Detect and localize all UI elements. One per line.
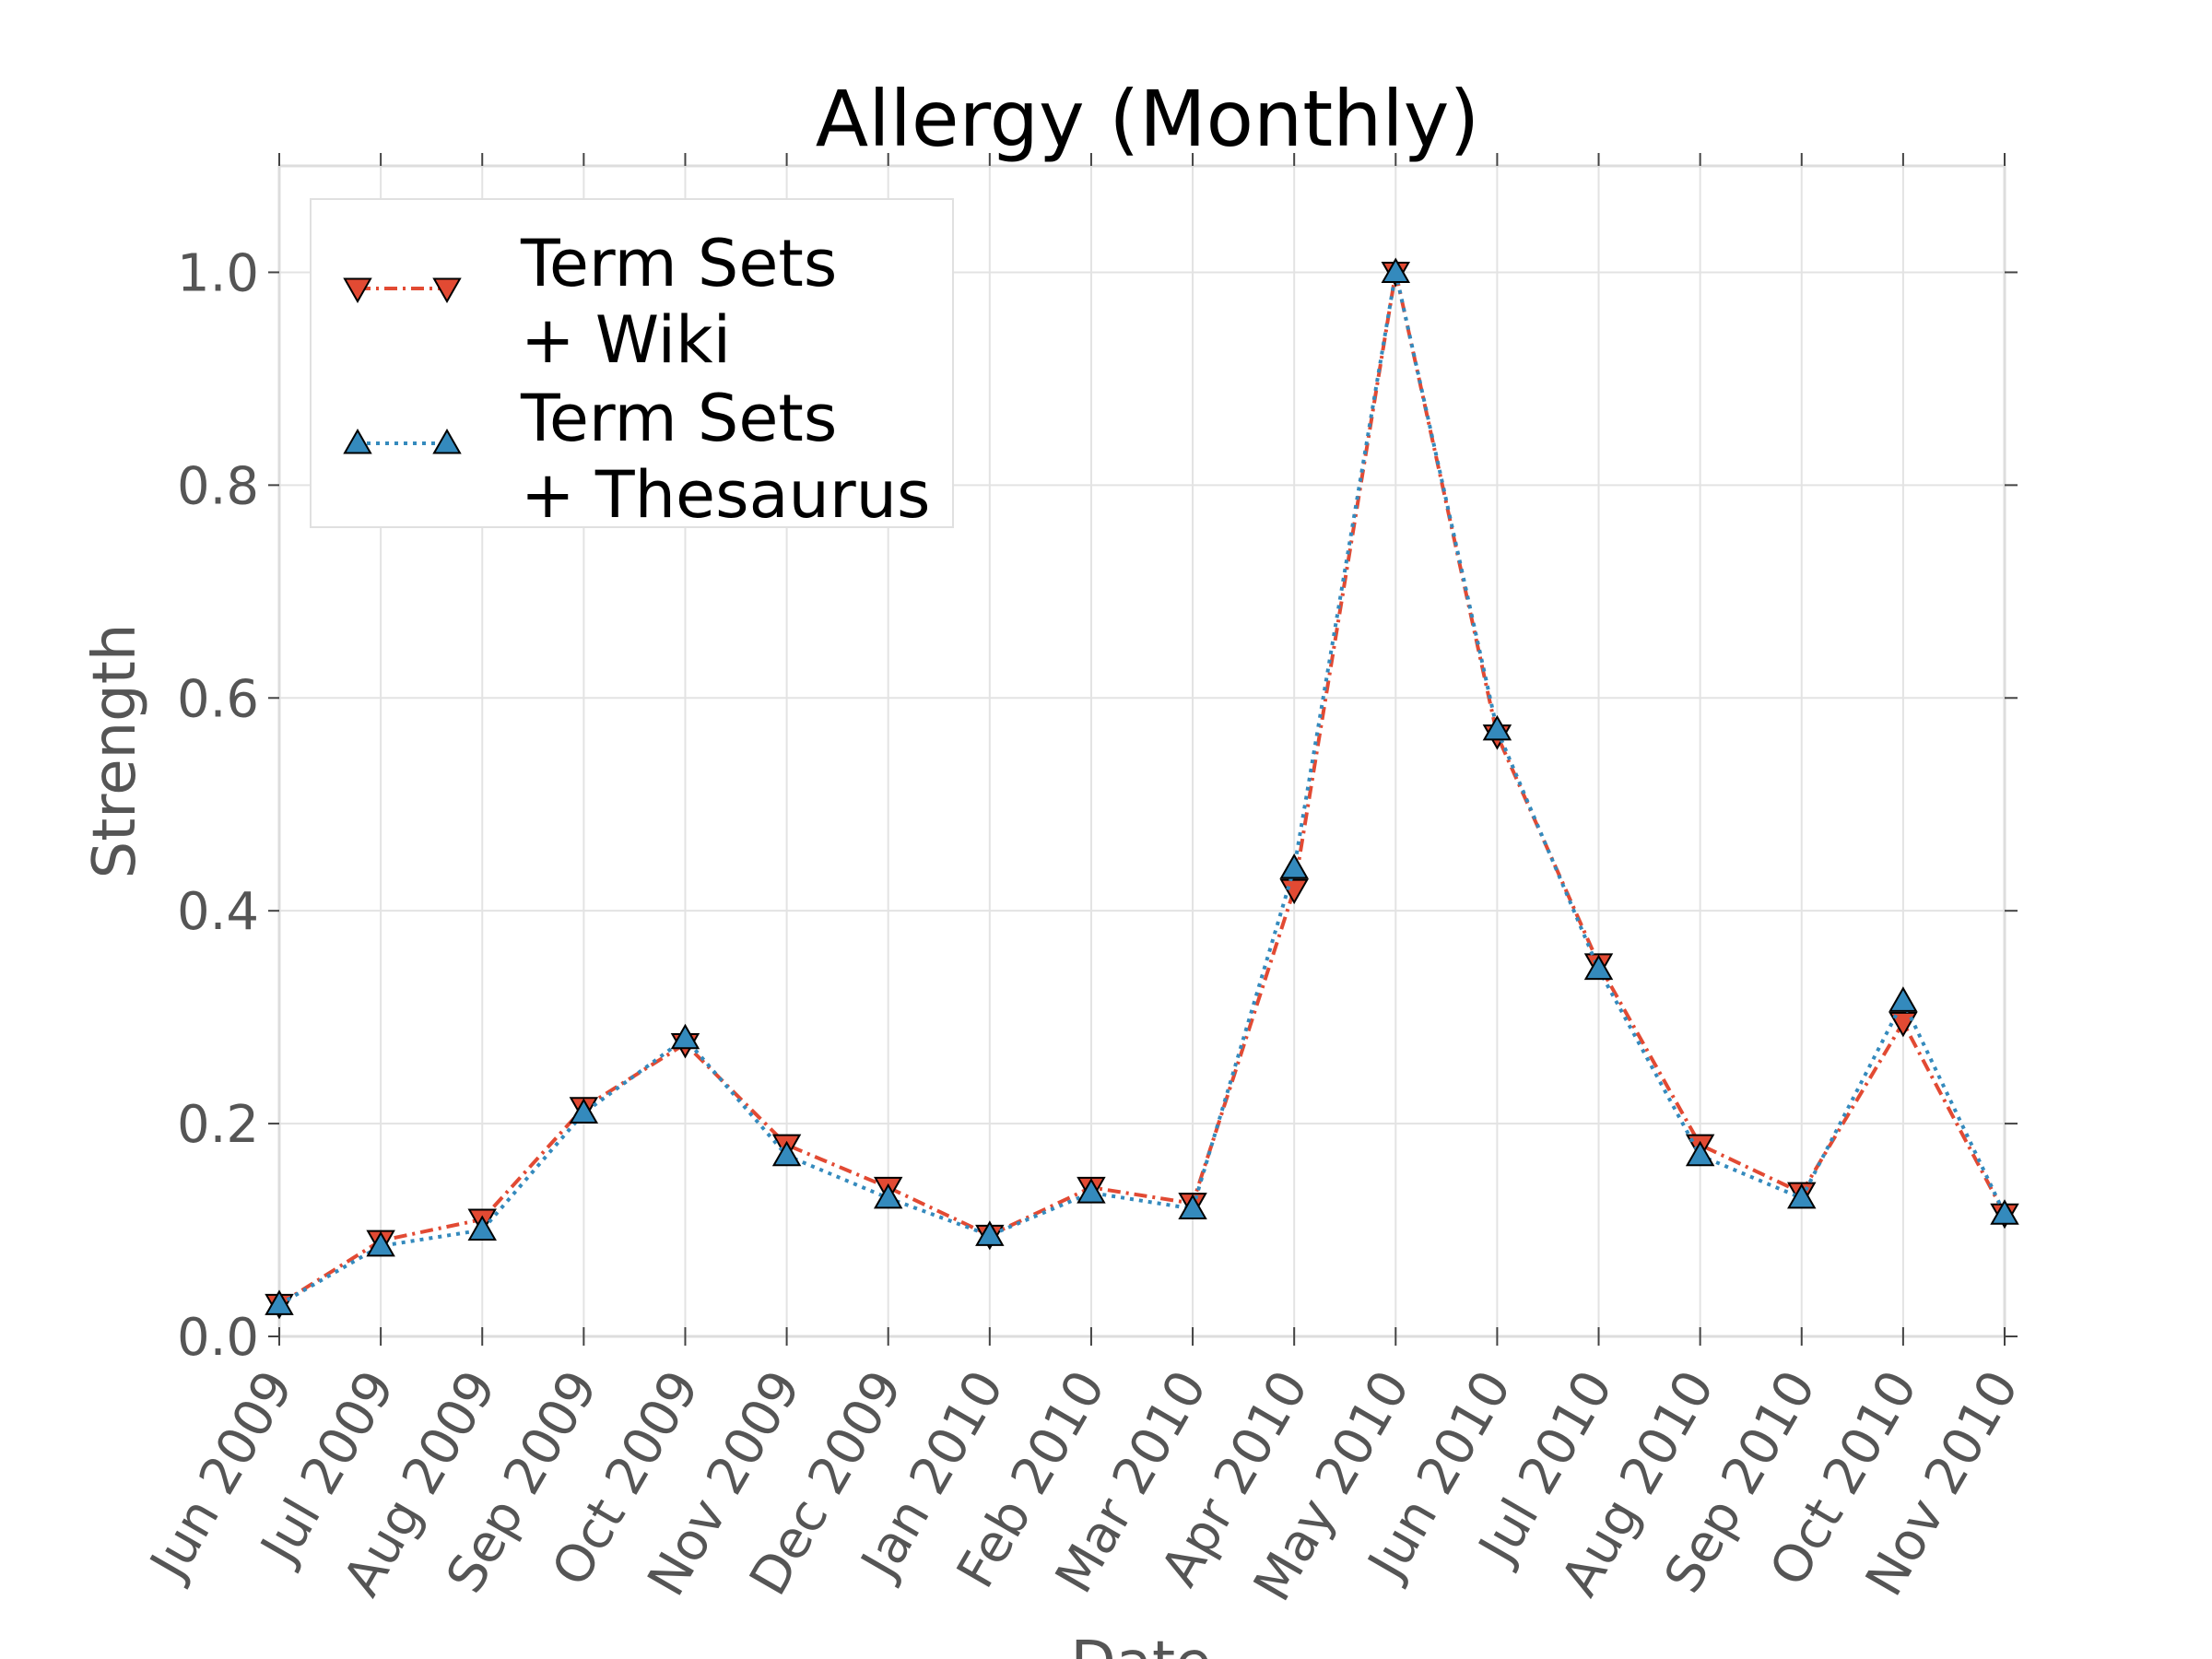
series-1-point	[1279, 878, 1309, 905]
y-axis-label: Strength	[81, 624, 149, 879]
chart-title: Allergy (Monthly)	[816, 74, 1479, 164]
series-2-point	[873, 1182, 903, 1209]
legend-marker-2	[343, 428, 372, 454]
series-2-point	[771, 1140, 802, 1167]
y-tick-label: 0.0	[177, 1308, 259, 1368]
plot-frame	[277, 164, 2006, 1338]
series-2-line	[278, 272, 2006, 1307]
legend-marker-1	[343, 277, 372, 304]
legend-marker-1	[432, 277, 462, 304]
series-2-point	[1990, 1199, 2019, 1225]
series-2-point	[366, 1230, 395, 1257]
y-tick-label: 0.6	[177, 669, 259, 729]
x-axis-label: Date	[1071, 1630, 1212, 1659]
series-2-point	[670, 1023, 700, 1050]
y-tick-label: 1.0	[177, 243, 259, 303]
series-1-line	[277, 272, 2006, 1307]
series-2-point	[1888, 986, 1918, 1012]
series-2-point	[1685, 1140, 1715, 1167]
y-tick-label: 0.4	[177, 882, 259, 942]
legend-label-1: + Wiki	[521, 302, 731, 378]
y-tick-label: 0.8	[177, 456, 259, 516]
series-2-point	[1178, 1194, 1207, 1219]
series-2-point	[1482, 714, 1512, 741]
y-tick-label: 0.2	[177, 1095, 259, 1155]
legend-marker-2	[432, 428, 462, 454]
series-2-point	[975, 1220, 1005, 1246]
series-layer	[265, 257, 2019, 1320]
series-2	[265, 257, 2019, 1315]
legend-label-2: + Thesaurus	[521, 457, 930, 533]
series-2-point	[569, 1098, 599, 1124]
legend-label-2: Term Sets	[520, 381, 837, 456]
series-2-point	[1787, 1182, 1817, 1209]
series-2-point	[1077, 1178, 1106, 1204]
series-2-point	[467, 1215, 497, 1241]
series-2-point	[1583, 954, 1614, 981]
series-2-point	[1381, 257, 1411, 283]
legend-box	[310, 198, 954, 528]
series-2-point	[1279, 853, 1309, 879]
legend-label-1: Term Sets	[520, 226, 837, 301]
series-2-point	[265, 1289, 294, 1315]
